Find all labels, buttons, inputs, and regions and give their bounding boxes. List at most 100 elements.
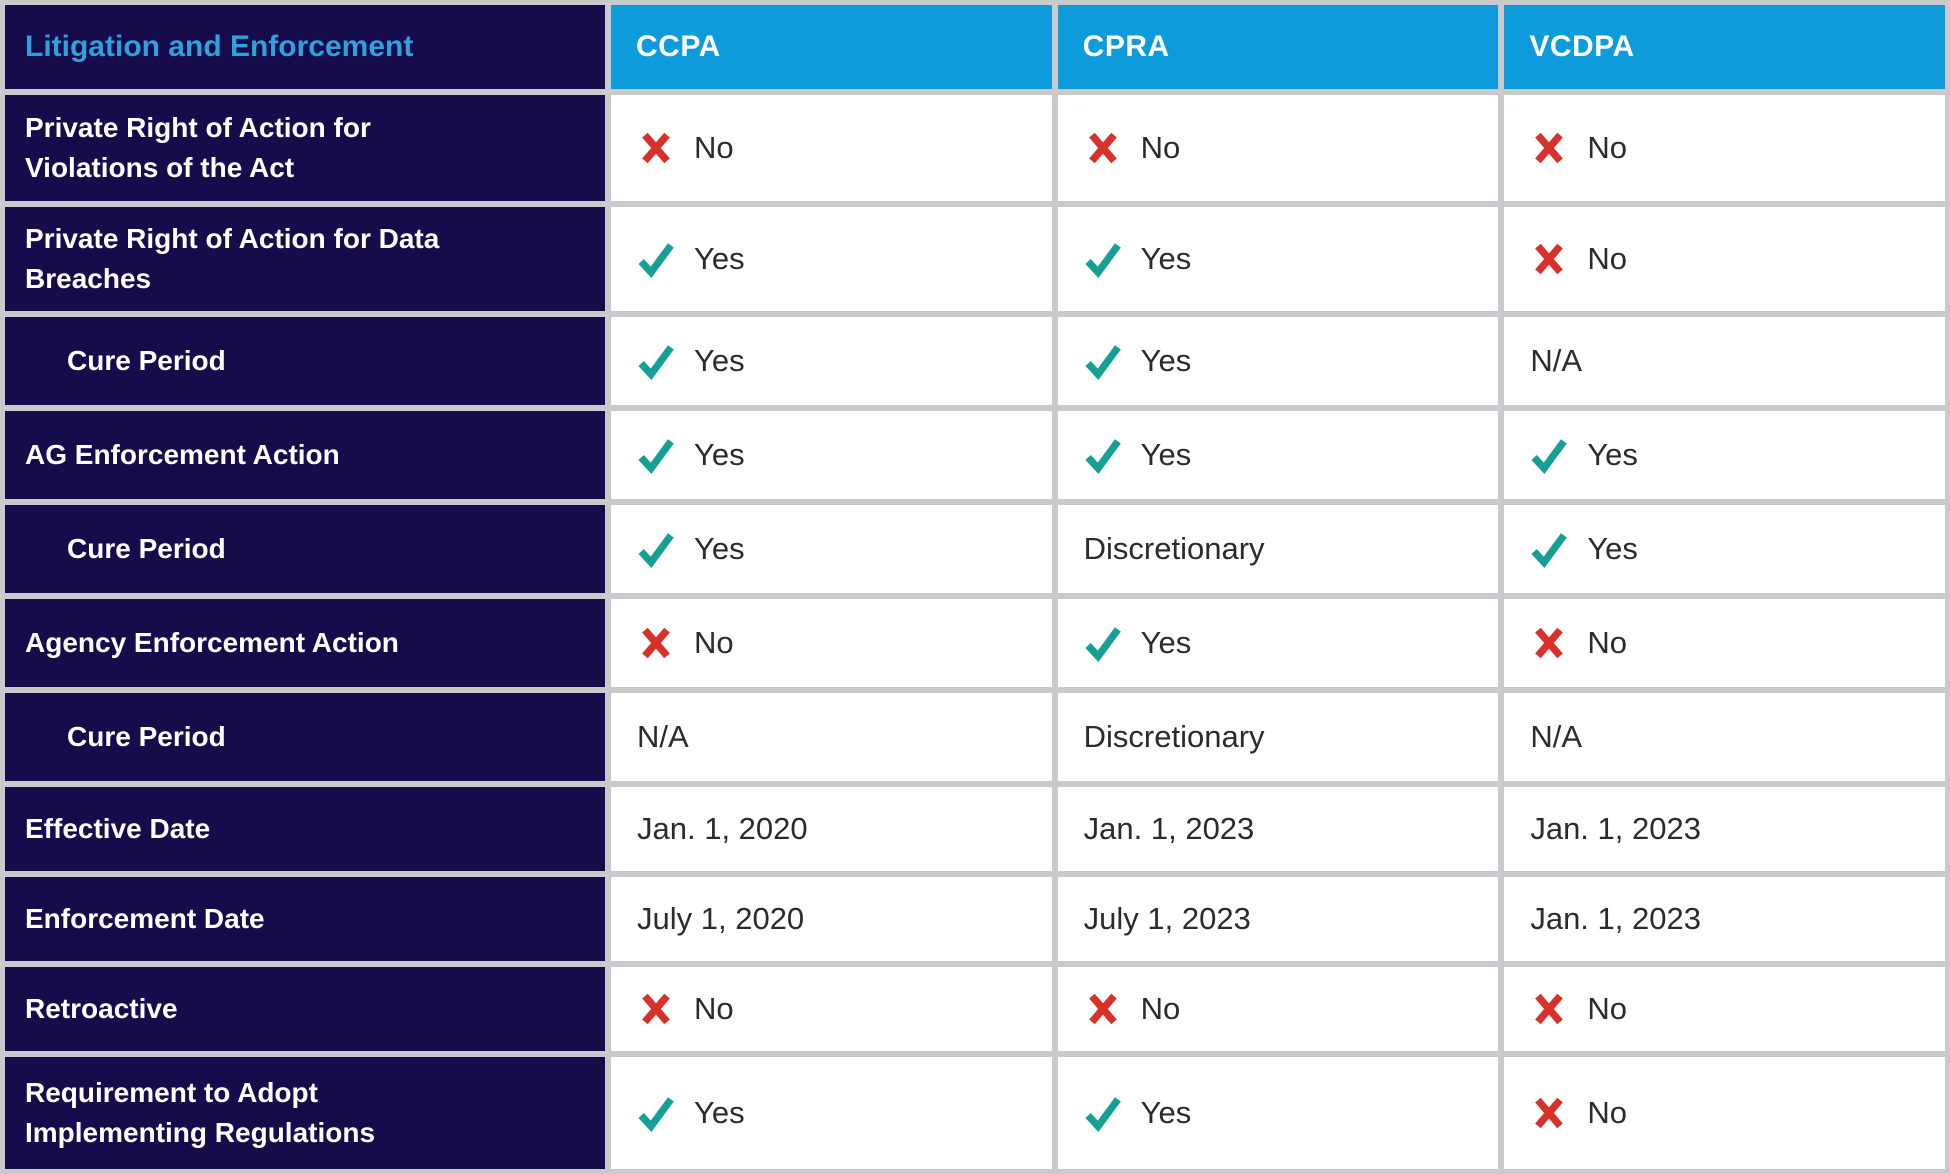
value-text: Yes: [1140, 1095, 1192, 1130]
row-label-text: Enforcement Date: [25, 903, 265, 935]
x-icon: [637, 990, 675, 1028]
value-cell: Yes: [611, 207, 1052, 311]
check-icon: [1084, 436, 1122, 474]
check-icon: [1084, 624, 1122, 662]
x-icon: [1530, 624, 1568, 662]
row-label: Enforcement Date: [5, 877, 605, 961]
value-cell: N/A: [611, 693, 1052, 781]
column-header-text: VCDPA: [1529, 30, 1635, 63]
value-cell: Yes: [1057, 207, 1499, 311]
value-text: Discretionary: [1083, 531, 1265, 566]
check-icon: [637, 240, 675, 278]
value-text: No: [1587, 991, 1627, 1026]
value-cell: Discretionary: [1057, 693, 1499, 781]
value-text: No: [694, 130, 734, 165]
value-text: Jan. 1, 2023: [1083, 811, 1255, 846]
row-label-text: Agency Enforcement Action: [25, 627, 399, 659]
x-icon: [1084, 129, 1122, 167]
value-cell: Jan. 1, 2020: [611, 787, 1052, 871]
value-text: Yes: [694, 1095, 745, 1130]
value-cell: N/A: [1504, 693, 1945, 781]
check-icon: [637, 1094, 675, 1132]
value-text: Yes: [1140, 343, 1192, 378]
column-header-text: CCPA: [636, 30, 721, 63]
section-title-text: Litigation and Enforcement: [25, 30, 414, 63]
check-icon: [637, 342, 675, 380]
value-cell: Yes: [1504, 505, 1945, 593]
row-label: Retroactive: [5, 967, 605, 1051]
value-cell: Yes: [1504, 411, 1945, 499]
check-icon: [1530, 436, 1568, 474]
value-cell: No: [1504, 967, 1945, 1051]
value-cell: No: [1504, 599, 1945, 687]
value-text: Yes: [694, 437, 745, 472]
row-label: Private Right of Action for Data Breache…: [5, 207, 605, 311]
value-cell: No: [1504, 207, 1945, 311]
check-icon: [637, 530, 675, 568]
row-label: Cure Period: [5, 693, 605, 781]
row-label: AG Enforcement Action: [5, 411, 605, 499]
check-icon: [1084, 240, 1122, 278]
value-text: No: [1140, 130, 1181, 165]
row-label: Private Right of Action for Violations o…: [5, 95, 605, 201]
row-label: Agency Enforcement Action: [5, 599, 605, 687]
row-label-text: Cure Period: [67, 345, 226, 377]
value-text: Yes: [1140, 241, 1192, 276]
x-icon: [637, 624, 675, 662]
value-text: Jan. 1, 2023: [1530, 811, 1701, 846]
row-label-text: Cure Period: [67, 721, 226, 753]
x-icon: [1530, 240, 1568, 278]
value-text: No: [694, 625, 734, 660]
value-cell: Yes: [1057, 1057, 1499, 1169]
value-cell: Yes: [1057, 599, 1499, 687]
value-cell: Yes: [1057, 411, 1499, 499]
check-icon: [1084, 1094, 1122, 1132]
value-text: No: [1587, 130, 1627, 165]
value-text: N/A: [637, 719, 689, 754]
value-text: Yes: [694, 343, 745, 378]
x-icon: [1530, 129, 1568, 167]
value-cell: No: [1057, 95, 1499, 201]
row-label: Requirement to Adopt Implementing Regula…: [5, 1057, 605, 1169]
column-header-cpra: CPRA: [1057, 5, 1499, 89]
value-text: N/A: [1530, 719, 1583, 754]
value-text: No: [694, 991, 734, 1026]
value-cell: No: [1504, 95, 1945, 201]
column-header-ccpa: CCPA: [611, 5, 1052, 89]
value-cell: No: [1504, 1057, 1945, 1169]
value-text: No: [1140, 991, 1181, 1026]
value-text: No: [1587, 241, 1627, 276]
row-label: Effective Date: [5, 787, 605, 871]
check-icon: [1084, 342, 1122, 380]
value-cell: No: [611, 967, 1052, 1051]
section-title: Litigation and Enforcement: [5, 5, 605, 89]
value-text: Yes: [1587, 531, 1638, 566]
x-icon: [1084, 990, 1122, 1028]
x-icon: [1530, 1094, 1568, 1132]
value-cell: Jan. 1, 2023: [1057, 787, 1499, 871]
row-label-text: Cure Period: [67, 533, 226, 565]
value-text: July 1, 2020: [637, 901, 805, 936]
row-label: Cure Period: [5, 505, 605, 593]
value-cell: Yes: [611, 411, 1052, 499]
value-cell: Yes: [1057, 317, 1499, 405]
row-label-text: Retroactive: [25, 993, 178, 1025]
value-text: No: [1587, 625, 1627, 660]
x-icon: [1530, 990, 1568, 1028]
value-cell: N/A: [1504, 317, 1945, 405]
value-text: N/A: [1530, 343, 1583, 378]
column-header-vcdpa: VCDPA: [1504, 5, 1945, 89]
value-cell: Jan. 1, 2023: [1504, 787, 1945, 871]
value-cell: Jan. 1, 2023: [1504, 877, 1945, 961]
check-icon: [637, 436, 675, 474]
row-label-text: Private Right of Action for Violations o…: [25, 112, 371, 183]
row-label-text: Private Right of Action for Data Breache…: [25, 223, 440, 294]
row-label: Cure Period: [5, 317, 605, 405]
value-text: Jan. 1, 2023: [1530, 901, 1701, 936]
value-cell: July 1, 2023: [1057, 877, 1499, 961]
row-label-text: Effective Date: [25, 813, 211, 845]
value-cell: No: [611, 599, 1052, 687]
value-cell: Yes: [611, 317, 1052, 405]
row-label-text: Requirement to Adopt Implementing Regula…: [25, 1077, 376, 1148]
